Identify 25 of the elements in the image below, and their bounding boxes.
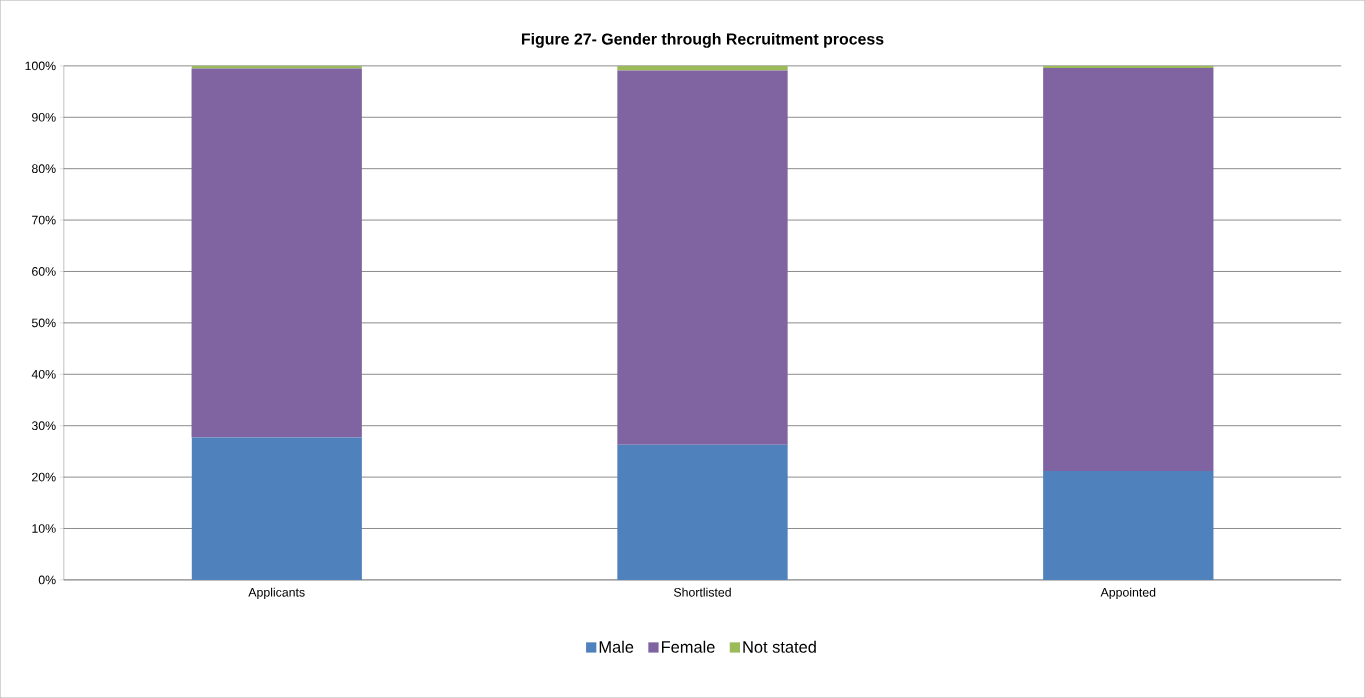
- y-tick-label: 20%: [32, 472, 56, 482]
- y-tick-label: 40%: [31, 369, 56, 379]
- x-tick-label: Appointed: [1100, 587, 1156, 600]
- y-tick-label: 0%: [38, 575, 56, 585]
- bar: [1043, 67, 1214, 471]
- bar: [617, 444, 788, 580]
- bar: [1043, 65, 1214, 68]
- y-tick-label: 90%: [32, 112, 56, 122]
- bar: [617, 70, 788, 445]
- y-tick-label: 60%: [32, 267, 56, 276]
- x-tick-label: Applicants: [248, 587, 305, 600]
- x-tick-label: Shortlisted: [673, 587, 731, 597]
- y-tick-label: 70%: [32, 215, 56, 225]
- bar: [1043, 470, 1214, 580]
- y-tick-label: 80%: [31, 164, 56, 173]
- y-tick-label: 50%: [31, 318, 56, 328]
- legend-label: Female: [661, 640, 715, 653]
- legend-label: Male: [599, 640, 634, 653]
- y-tick-label: 100%: [25, 61, 56, 71]
- y-tick-label: 30%: [31, 421, 56, 430]
- bar: [191, 437, 362, 580]
- y-tick-label: 10%: [32, 524, 56, 533]
- legend-label: Not stated: [743, 640, 816, 653]
- bar: [191, 68, 362, 438]
- chart-title: Figure 27- Gender through Recruitment process: [521, 32, 884, 48]
